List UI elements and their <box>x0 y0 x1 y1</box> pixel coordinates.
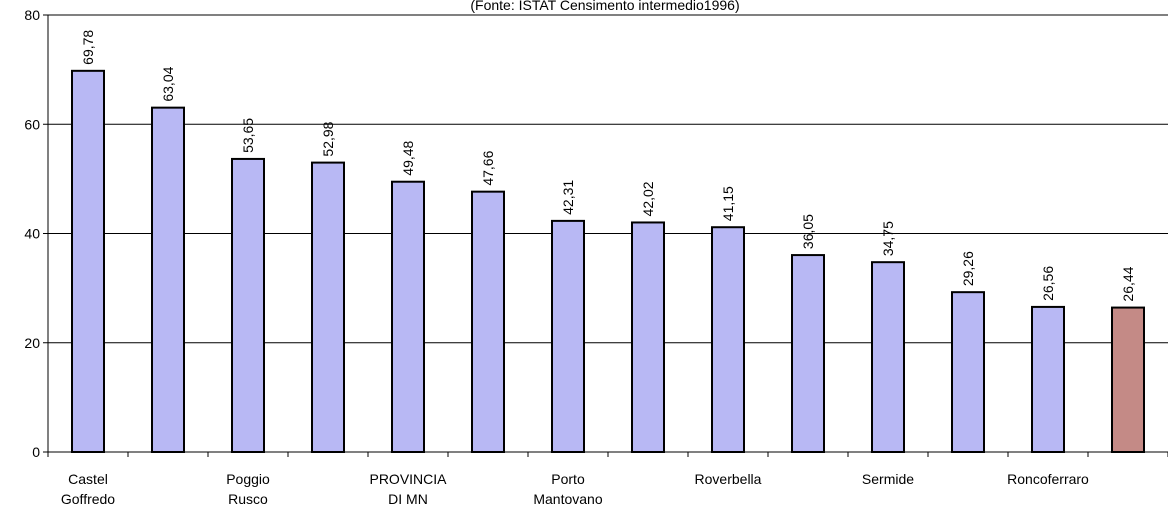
data-label: 26,44 <box>1120 266 1136 301</box>
x-tick-label: Roncoferraro <box>1007 471 1089 487</box>
bar <box>631 221 665 453</box>
bar <box>311 161 345 454</box>
data-label: 36,05 <box>800 214 816 249</box>
bar <box>71 69 105 453</box>
y-tick-label: 20 <box>24 335 40 351</box>
bar <box>951 291 985 453</box>
x-tick-label: Roverbella <box>695 471 762 487</box>
x-tick-label: Poggio Rusco <box>226 471 270 507</box>
bar <box>471 190 505 453</box>
bar <box>1031 305 1065 453</box>
data-label: 49,48 <box>400 140 416 175</box>
data-label: 53,65 <box>240 118 256 153</box>
bar <box>711 226 745 453</box>
y-tick-label: 80 <box>24 7 40 23</box>
y-tick-label: 40 <box>24 226 40 242</box>
bar <box>791 254 825 453</box>
y-tick-label: 0 <box>32 444 40 460</box>
data-label: 69,78 <box>80 30 96 65</box>
data-label: 26,56 <box>1040 266 1056 301</box>
bar <box>151 106 185 453</box>
bar <box>231 157 265 453</box>
x-tick-label: Sermide <box>862 471 914 487</box>
bar <box>551 219 585 453</box>
bar <box>391 180 425 453</box>
data-label: 42,02 <box>640 181 656 216</box>
data-label: 63,04 <box>160 66 176 101</box>
data-label: 41,15 <box>720 186 736 221</box>
y-tick-label: 60 <box>24 116 40 132</box>
bar <box>871 261 905 453</box>
x-tick-label: Castel Goffredo <box>61 471 115 507</box>
x-tick-label: Porto Mantovano <box>533 471 602 507</box>
data-label: 42,31 <box>560 180 576 215</box>
x-tick-label: PROVINCIA DI MN <box>369 471 447 507</box>
data-label: 47,66 <box>480 150 496 185</box>
data-label: 52,98 <box>320 121 336 156</box>
data-label: 34,75 <box>880 221 896 256</box>
chart-subtitle: (Fonte: ISTAT Censimento intermedio1996) <box>470 0 739 13</box>
bar <box>1111 306 1145 453</box>
data-label: 29,26 <box>960 251 976 286</box>
